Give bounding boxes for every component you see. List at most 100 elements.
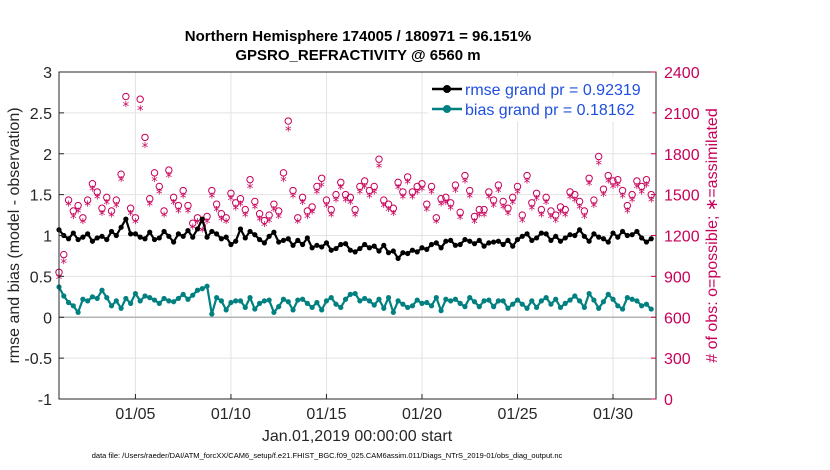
- bias-point: [362, 295, 368, 302]
- legend-rmse-label: rmse grand pr = 0.92319: [465, 82, 641, 99]
- y-tick-label-right: 1200: [664, 229, 700, 246]
- bias-point: [586, 290, 592, 297]
- obs-possible-marker: [394, 178, 402, 187]
- obs-assimilated-marker: *: [428, 187, 435, 202]
- bias-point: [280, 296, 287, 302]
- rmse-point: [75, 236, 81, 243]
- obs-possible-marker: [64, 196, 73, 204]
- y-tick-label-left: -1: [38, 392, 52, 409]
- bias-point: [505, 305, 511, 311]
- obs-assimilated-marker: *: [237, 200, 244, 215]
- obs-assimilated-marker: *: [648, 195, 655, 210]
- obs-possible-marker: [246, 175, 254, 184]
- obs-possible-marker: [60, 250, 68, 259]
- obs-assimilated-marker: *: [104, 198, 111, 213]
- obs-possible-marker: [98, 204, 106, 212]
- y-tick-label-left: 2: [43, 147, 52, 164]
- bias-point: [457, 300, 463, 306]
- axis-ticks: -1 -0.5 0 0.5 1 1.5 2 2.5 3 0 300 600 900 1200 1500 180…: [24, 65, 699, 423]
- rmse-point: [242, 235, 248, 241]
- bias-point: [247, 295, 253, 301]
- obs-assimilated-marker: *: [419, 185, 426, 200]
- rmse-point: [80, 234, 86, 240]
- rmse-point: [132, 231, 139, 237]
- obs-possible-marker: [241, 205, 249, 214]
- rmse-point: [514, 236, 521, 243]
- bias-point: [519, 301, 525, 307]
- obs-assimilated-marker: *: [314, 187, 321, 202]
- obs-possible-marker: [360, 177, 369, 185]
- obs-assimilated-marker: *: [414, 187, 421, 202]
- legend-box: [427, 76, 653, 122]
- rmse-point: [256, 236, 263, 243]
- rmse-point: [338, 241, 344, 248]
- bias-point: [161, 295, 167, 302]
- bias-point: [128, 300, 134, 306]
- obs-possible-marker: [351, 205, 359, 214]
- obs-assimilated-marker: *: [615, 180, 622, 195]
- rmse-point: [586, 238, 592, 244]
- obs-possible-marker: [308, 203, 316, 211]
- obs-possible-marker: [279, 169, 288, 177]
- obs-possible-marker: [112, 196, 121, 204]
- rmse-point: [438, 245, 444, 251]
- rmse-point: [414, 249, 420, 255]
- bias-point: [194, 287, 201, 293]
- bias-point: [171, 299, 177, 305]
- obs-possible-marker: [294, 214, 302, 222]
- obs-possible-marker: [337, 178, 345, 187]
- x-tick-label: 01/25: [497, 406, 537, 423]
- y-tick-label-right: 1500: [664, 188, 700, 205]
- obs-assimilated-marker: *: [519, 216, 526, 231]
- obs-assimilated-marker: *: [443, 198, 450, 213]
- obs-assimilated-marker: *: [261, 220, 268, 235]
- obs-possible-marker: [580, 207, 589, 215]
- bias-point: [643, 301, 650, 307]
- obs-possible-marker: [88, 180, 97, 188]
- bias-point: [204, 283, 210, 289]
- bias-point: [276, 304, 282, 310]
- obs-possible-marker: [590, 196, 598, 204]
- obs-possible-marker: [146, 195, 154, 203]
- obs-assimilated-marker: *: [400, 193, 407, 208]
- obs-possible-marker: [446, 199, 455, 207]
- rmse-point: [576, 227, 583, 233]
- obs-assimilated-marker: *: [89, 185, 96, 200]
- obs-possible-marker: [174, 201, 183, 210]
- bias-point: [304, 300, 310, 306]
- obs-possible-marker: [499, 197, 507, 206]
- rmse-point: [548, 237, 554, 244]
- bias-point: [476, 304, 482, 310]
- x-tick-label: 01/15: [306, 406, 346, 423]
- rmse-point: [433, 240, 439, 246]
- obs-possible-marker: [618, 186, 627, 195]
- obs-possible-marker: [150, 169, 159, 177]
- obs-possible-marker: [623, 201, 632, 210]
- bias-point: [443, 296, 449, 302]
- rmse-point: [228, 241, 234, 248]
- bias-point: [534, 304, 540, 311]
- obs-assimilated-marker: *: [75, 206, 82, 221]
- bias-point: [347, 291, 353, 297]
- rmse-point: [581, 233, 587, 239]
- rmse-point: [94, 235, 100, 241]
- bias-point: [376, 296, 382, 302]
- obs-assimilated-marker: *: [357, 187, 364, 202]
- rmse-point: [462, 236, 468, 243]
- obs-assimilated-marker: *: [266, 216, 273, 231]
- bias-point: [75, 309, 81, 315]
- bias-point: [486, 297, 492, 303]
- x-tick-label: 01/30: [593, 406, 633, 423]
- bias-point: [524, 305, 530, 311]
- obs-assimilated-marker: *: [65, 200, 72, 215]
- rmse-point: [610, 230, 616, 236]
- rmse-point: [596, 234, 602, 240]
- bias-point: [190, 292, 196, 298]
- obs-possible-marker: [313, 182, 321, 191]
- obs-assimilated-marker: *: [572, 195, 579, 210]
- obs-possible-marker: [227, 189, 235, 197]
- bias-point: [94, 295, 100, 302]
- y-tick-label-right: 900: [664, 269, 691, 286]
- bias-point: [214, 295, 220, 301]
- obs-assimilated-marker: *: [280, 175, 287, 190]
